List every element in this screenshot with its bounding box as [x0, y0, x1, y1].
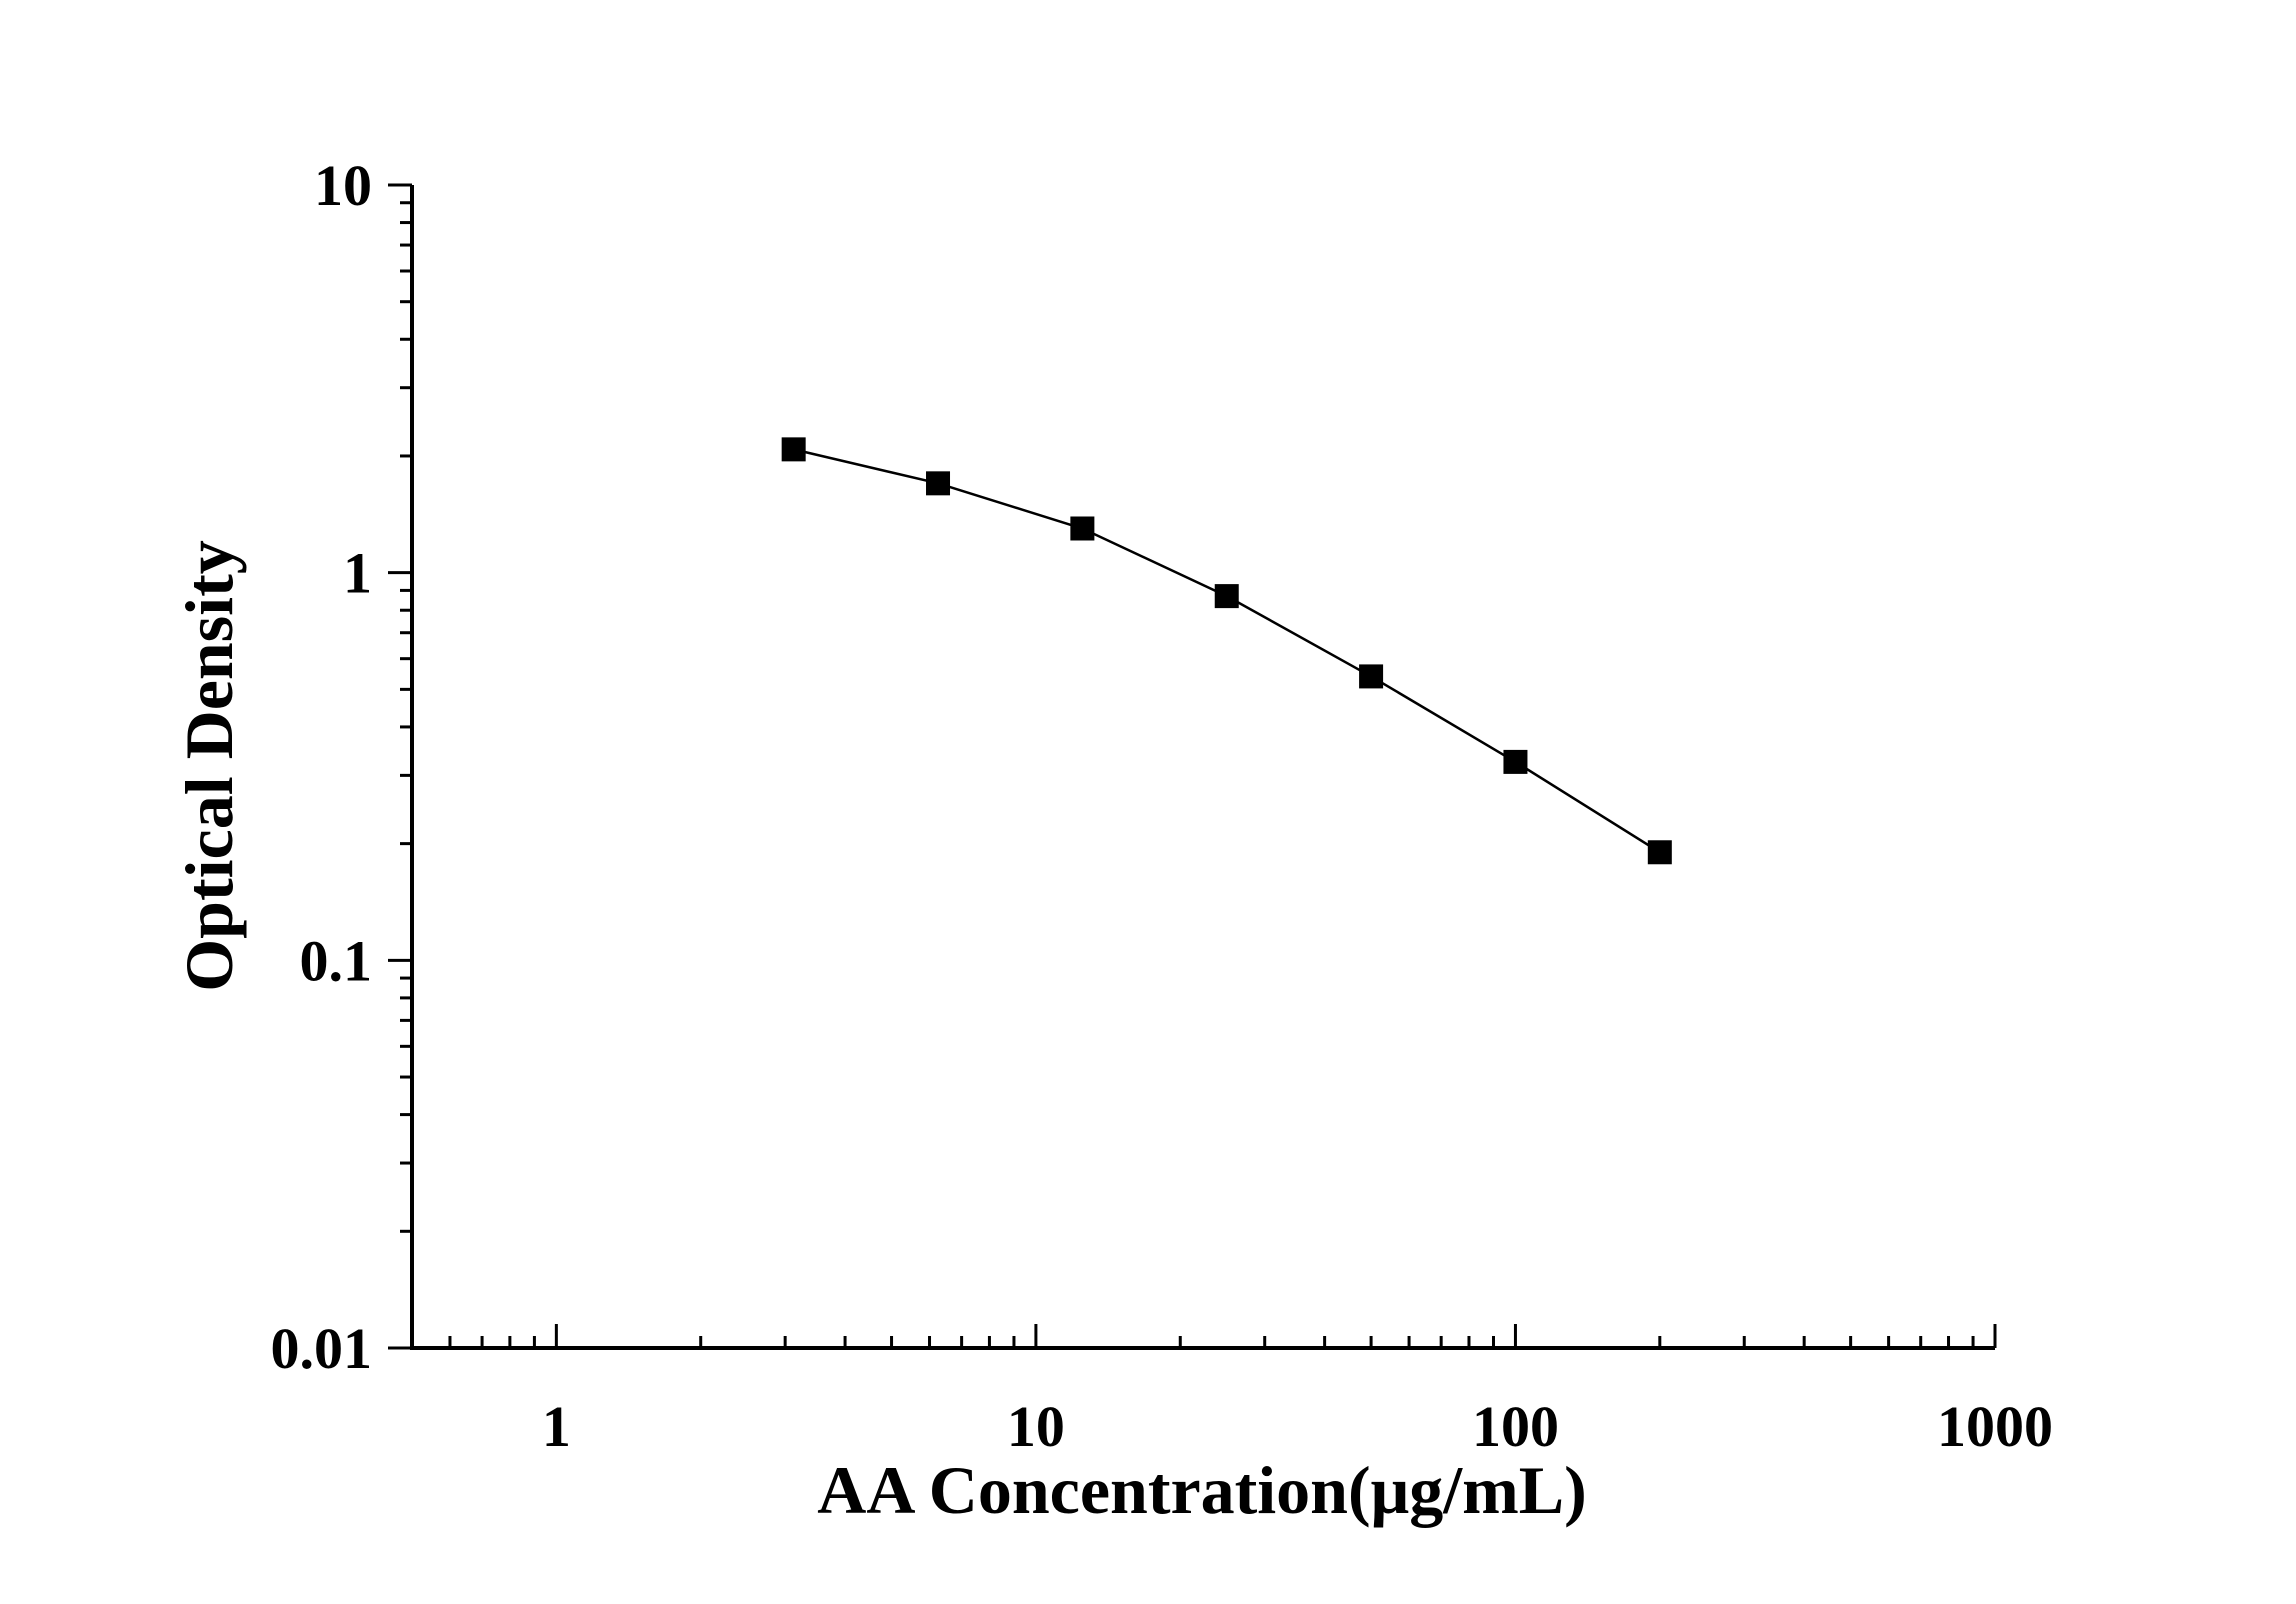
x-tick-label: 1000 — [1937, 1394, 2053, 1459]
data-point-marker — [926, 471, 951, 496]
y-tick-label: 0.1 — [300, 928, 373, 993]
data-point-marker — [1359, 664, 1384, 689]
data-point-marker — [781, 437, 806, 462]
series-line — [793, 448, 1661, 854]
y-tick-label: 10 — [314, 153, 372, 218]
y-tick-label: 0.01 — [271, 1316, 373, 1381]
x-tick-label: 100 — [1472, 1394, 1559, 1459]
y-ticks: 0.01 0.1 1 10 — [271, 153, 412, 1381]
y-axis-title: Optical Density — [171, 540, 247, 991]
y-tick-label: 1 — [343, 541, 372, 606]
x-tick-label: 1 — [542, 1394, 571, 1459]
x-ticks: 1 10 100 1000 — [410, 1324, 2053, 1459]
x-tick-label: 10 — [1007, 1394, 1065, 1459]
data-point-marker — [1647, 840, 1672, 865]
data-point-marker — [1503, 749, 1528, 774]
axes: 1 10 100 1000 0.01 0.1 1 10 — [271, 153, 2054, 1459]
plot-area — [781, 437, 1672, 865]
data-point-marker — [1214, 584, 1239, 609]
data-point-marker — [1070, 516, 1095, 541]
x-axis-title: AA Concentration(μg/mL) — [817, 1452, 1586, 1528]
markers — [781, 437, 1672, 865]
